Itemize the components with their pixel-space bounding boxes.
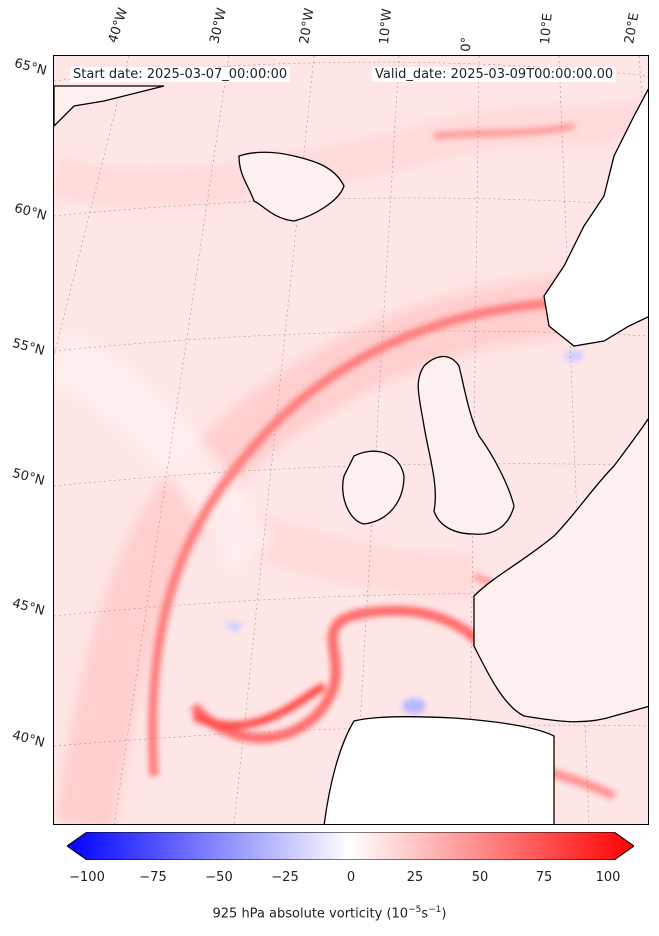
longitude-label-20w: 20°W (297, 7, 318, 45)
longitude-label-30w: 30°W (207, 6, 231, 45)
colorbar-gradient (67, 832, 634, 860)
colorbar-tick: 25 (406, 870, 424, 885)
colorbar-tick: 0 (346, 870, 356, 885)
colorbar-label-exp2: −1 (428, 905, 442, 915)
latitude-label-60n: 60°N (12, 201, 49, 224)
latitude-label-55n: 55°N (10, 336, 47, 359)
colorbar-tick: 100 (595, 870, 621, 885)
longitude-label-20e: 20°E (622, 11, 643, 45)
valid-date-label: Valid_date: 2025-03-09T00:00:00.00 (372, 67, 617, 82)
coastlines (54, 85, 648, 824)
colorbar-label-exp1: −5 (408, 905, 422, 915)
latitude-label-50n: 50°N (10, 466, 47, 489)
latitude-label-40n: 40°N (10, 728, 47, 751)
longitude-label-10e: 10°E (538, 12, 556, 46)
latitude-label-65n: 65°N (12, 56, 49, 79)
longitude-label-10w: 10°W (377, 7, 396, 45)
map-panel (53, 55, 649, 825)
colorbar-label: 925 hPa absolute vorticity (10−5s−1) (0, 905, 659, 921)
colorbar-tick: −100 (69, 870, 105, 885)
vorticity-map (54, 56, 648, 824)
latitude-label-45n: 45°N (10, 596, 47, 619)
colorbar-tick: 75 (535, 870, 553, 885)
colorbar-tick: −50 (205, 870, 233, 885)
colorbar-tick: −75 (139, 870, 167, 885)
start-date-label: Start date: 2025-03-07_00:00:00 (70, 67, 291, 82)
longitude-label-40w: 40°W (105, 6, 132, 45)
colorbar-tick: −25 (271, 870, 299, 885)
colorbar-label-mid: s (421, 906, 429, 922)
colorbar-label-end: ) (441, 906, 447, 922)
colorbar-tick: 50 (471, 870, 489, 885)
longitude-label-0: 0° (459, 36, 475, 52)
colorbar-label-text: 925 hPa absolute vorticity (10 (212, 906, 409, 922)
colorbar (67, 832, 634, 860)
